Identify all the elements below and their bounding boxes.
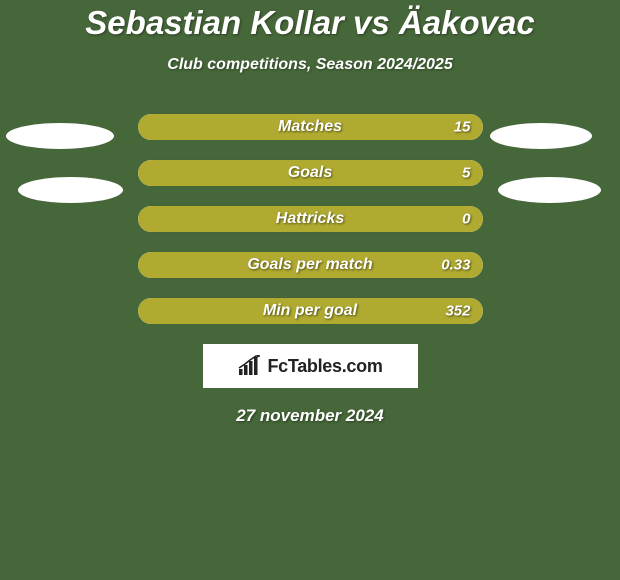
- stat-fill: [138, 206, 483, 232]
- side-ellipse: [498, 177, 601, 203]
- subtitle: Club competitions, Season 2024/2025: [0, 56, 620, 74]
- stat-fill: [138, 298, 483, 324]
- date-line: 27 november 2024: [0, 406, 620, 426]
- stat-capsule: [138, 252, 483, 278]
- stat-row: Goals per match0.33: [138, 252, 483, 278]
- stat-row: Goals5: [138, 160, 483, 186]
- logo-text: FcTables.com: [267, 356, 382, 377]
- stat-fill: [138, 114, 483, 140]
- stat-capsule: [138, 206, 483, 232]
- stat-capsule: [138, 160, 483, 186]
- side-ellipse: [6, 123, 114, 149]
- bar-chart-icon: [237, 355, 263, 377]
- logo-box: FcTables.com: [203, 344, 418, 388]
- page-title: Sebastian Kollar vs Äakovac: [0, 0, 620, 42]
- stat-capsule: [138, 298, 483, 324]
- stat-fill: [138, 252, 483, 278]
- stat-row: Matches15: [138, 114, 483, 140]
- stat-row: Hattricks0: [138, 206, 483, 232]
- side-ellipse: [18, 177, 123, 203]
- side-ellipse: [490, 123, 592, 149]
- comparison-card: Sebastian Kollar vs Äakovac Club competi…: [0, 0, 620, 580]
- stat-capsule: [138, 114, 483, 140]
- stat-fill: [138, 160, 483, 186]
- stat-row: Min per goal352: [138, 298, 483, 324]
